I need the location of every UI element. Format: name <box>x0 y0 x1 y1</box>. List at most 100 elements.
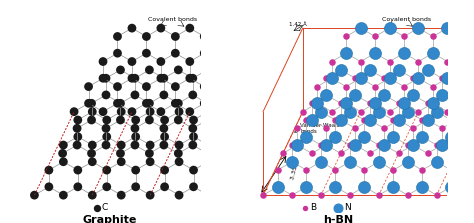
Point <box>146 160 154 163</box>
Point <box>174 152 182 155</box>
Point <box>172 85 179 88</box>
Point <box>447 168 455 172</box>
Point <box>73 127 81 130</box>
Point <box>102 93 110 97</box>
Point <box>293 143 301 147</box>
Point <box>462 143 469 147</box>
Point <box>60 160 67 163</box>
Point <box>419 135 426 138</box>
Point <box>386 76 393 80</box>
Point <box>371 35 379 38</box>
Point <box>146 143 154 147</box>
Point <box>351 127 359 130</box>
Point <box>143 101 150 105</box>
Point <box>103 185 110 189</box>
Point <box>174 101 182 105</box>
Point <box>218 93 226 97</box>
Point <box>146 101 153 105</box>
Point <box>132 118 139 122</box>
Point <box>438 143 446 147</box>
Point <box>467 127 474 130</box>
Point <box>114 101 121 105</box>
Point <box>218 76 226 80</box>
Point <box>89 110 96 114</box>
Point <box>453 68 460 72</box>
Point <box>131 127 139 130</box>
Point <box>232 101 240 105</box>
Point <box>189 76 197 80</box>
Point <box>375 143 383 147</box>
Point <box>429 101 437 105</box>
Point <box>190 168 197 172</box>
Point <box>290 68 298 72</box>
Point <box>146 110 154 114</box>
Point <box>118 193 125 197</box>
Point <box>400 101 408 105</box>
Point <box>288 193 296 197</box>
Point <box>458 85 465 88</box>
Point <box>332 168 339 172</box>
Point <box>409 76 417 80</box>
Point <box>114 35 121 38</box>
Point <box>131 93 139 97</box>
Point <box>99 60 107 63</box>
Point <box>447 118 455 122</box>
Point <box>375 160 383 163</box>
Point <box>433 143 440 147</box>
Point <box>232 152 240 155</box>
Point <box>288 143 296 147</box>
Point <box>247 93 255 97</box>
Point <box>415 26 422 30</box>
Point <box>409 93 417 97</box>
Point <box>45 168 53 172</box>
Point <box>303 185 310 189</box>
Point <box>132 168 139 172</box>
Point <box>366 68 374 72</box>
Point <box>59 152 66 155</box>
Point <box>172 35 179 38</box>
Point <box>247 118 255 122</box>
Point <box>186 26 193 30</box>
Point <box>322 76 330 80</box>
Point <box>444 26 451 30</box>
Point <box>143 85 150 88</box>
Point <box>204 143 212 147</box>
Point <box>313 85 321 88</box>
Point <box>160 127 168 130</box>
Point <box>409 143 417 147</box>
Point <box>390 168 397 172</box>
Point <box>89 143 96 147</box>
Point <box>361 185 368 189</box>
Point <box>453 118 460 122</box>
Point <box>424 101 431 105</box>
Text: 3.35 Å: 3.35 Å <box>290 160 300 180</box>
Point <box>328 110 336 114</box>
Point <box>328 76 336 80</box>
Point <box>203 152 211 155</box>
Point <box>361 118 368 122</box>
Point <box>203 118 211 122</box>
Point <box>342 52 350 55</box>
Point <box>400 52 408 55</box>
Point <box>395 101 402 105</box>
Point <box>146 152 153 155</box>
Point <box>146 118 153 122</box>
Point <box>351 93 359 97</box>
Point <box>85 85 92 88</box>
Point <box>229 101 237 105</box>
Point <box>302 26 310 30</box>
Point <box>429 52 437 55</box>
Point <box>175 193 183 197</box>
Point <box>447 185 455 189</box>
Point <box>146 68 153 72</box>
Point <box>261 101 269 105</box>
Text: C: C <box>101 203 108 212</box>
Point <box>218 143 226 147</box>
Point <box>74 185 82 189</box>
Point <box>322 93 330 97</box>
Point <box>332 118 339 122</box>
Point <box>444 110 451 114</box>
Point <box>346 143 354 147</box>
Point <box>160 93 168 97</box>
Point <box>88 152 95 155</box>
